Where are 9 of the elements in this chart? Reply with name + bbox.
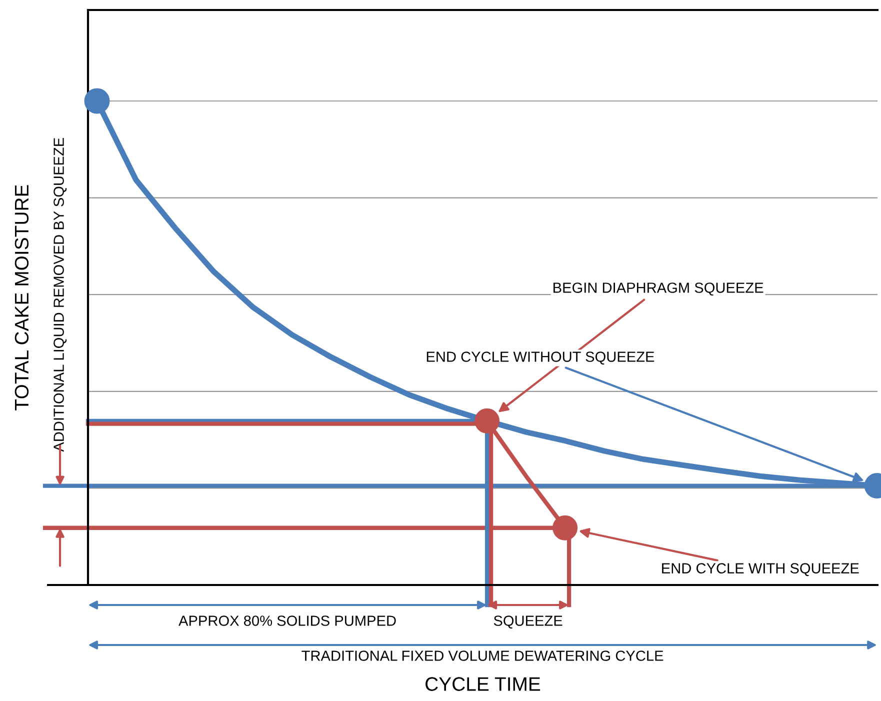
text: TRADITIONAL FIXED VOLUME DEWATERING CYCLE	[302, 650, 664, 661]
text: APPROX 80% SOLIDS PUMPED	[178, 616, 396, 626]
text: SQUEEZE	[494, 616, 562, 629]
text: ADDITIONAL LIQUID REMOVED BY SQUEEZE	[54, 138, 67, 452]
annotation: BEGIN DIAPHRAGM SQUEEZE	[554, 282, 764, 296]
y-axis-title: TOTAL CAKE MOISTURE	[14, 185, 29, 410]
x-axis-title: CYCLE TIME	[426, 677, 540, 691]
annotation: END CYCLE WITH SQUEEZE	[662, 563, 859, 576]
annotation: END CYCLE WITHOUT SQUEEZE	[426, 352, 654, 365]
